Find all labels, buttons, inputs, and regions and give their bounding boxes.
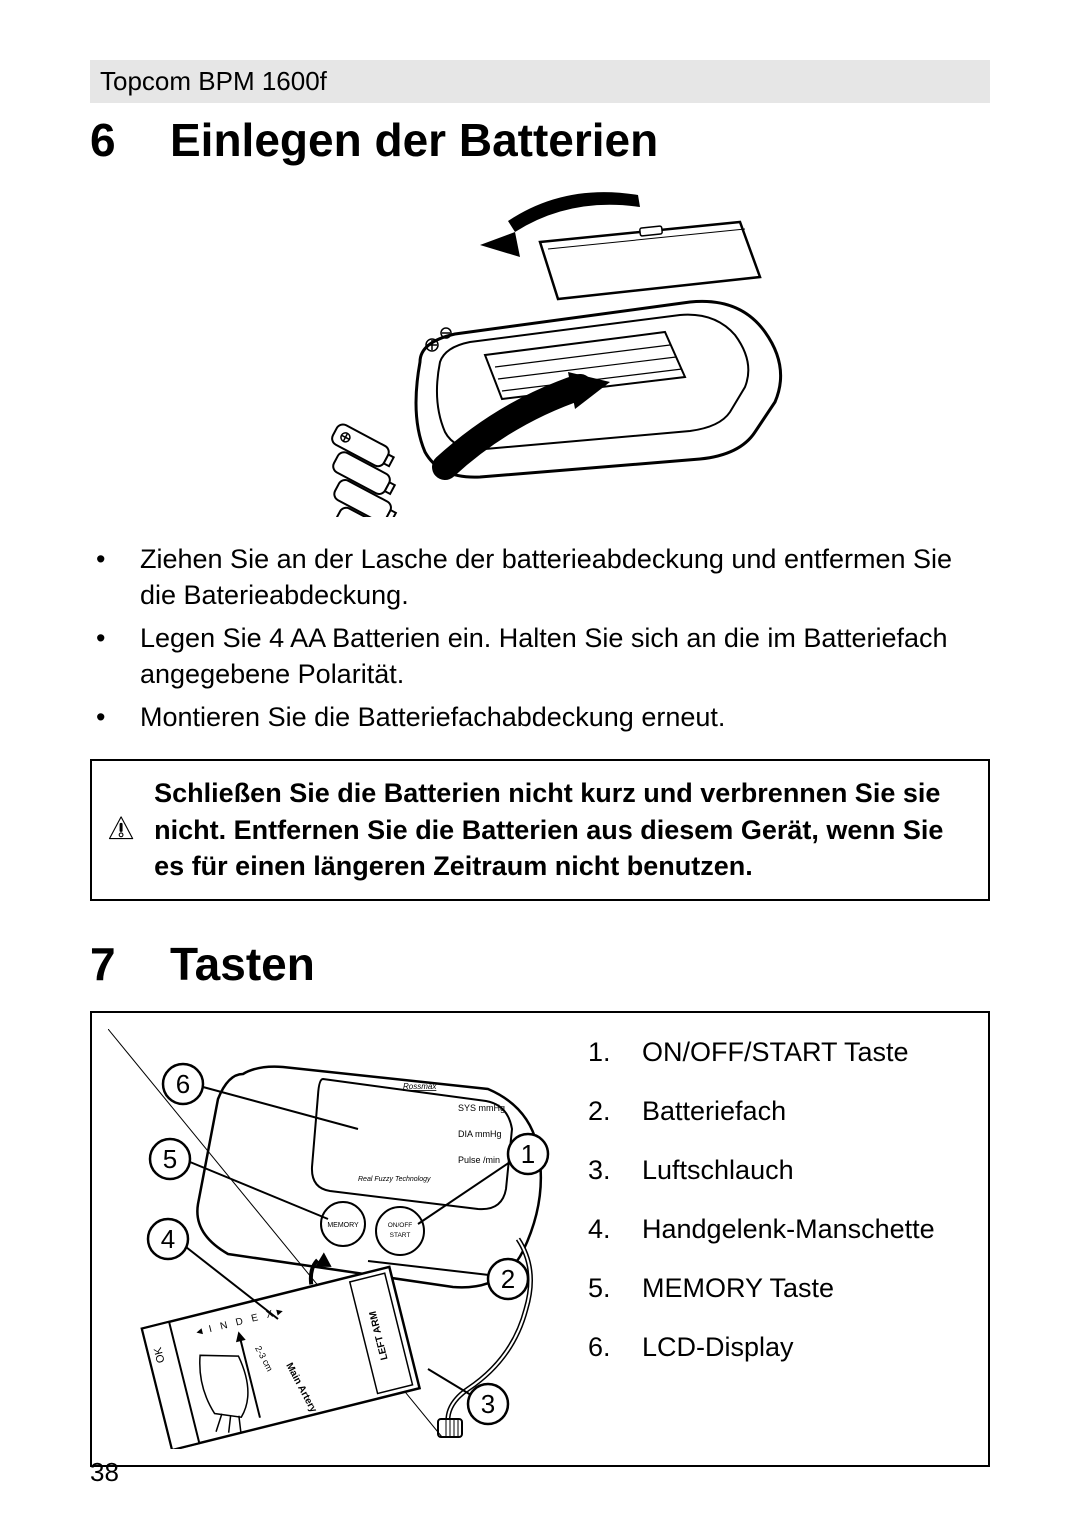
item-index: 3. [588,1153,622,1188]
battery-insert-illustration [270,187,810,517]
list-item: 4. Handgelenk-Manschette [588,1212,935,1247]
callout-label: 6 [176,1069,190,1099]
item-index: 5. [588,1271,622,1306]
item-index: 4. [588,1212,622,1247]
disp-label: DIA mmHg [458,1129,502,1139]
page-number: 38 [90,1457,119,1488]
callout-label: 5 [163,1144,177,1174]
callout-label: 4 [161,1224,175,1254]
bullet-text: Montieren Sie die Batteriefachabdeckung … [140,699,725,735]
bullet-text: Ziehen Sie an der Lasche der batterieabd… [140,541,990,614]
section6-title: Einlegen der Batterien [170,113,658,167]
item-label: Luftschlauch [642,1153,794,1188]
item-label: ON/OFF/START Taste [642,1035,909,1070]
callout-label: 2 [501,1264,515,1294]
bullet-text: Legen Sie 4 AA Batterien ein. Halten Sie… [140,620,990,693]
item-label: Handgelenk-Manschette [642,1212,935,1247]
bullet-dot: • [90,541,140,614]
warning-text: Schließen Sie die Batterien nicht kurz u… [154,775,972,884]
tasten-list: 1. ON/OFF/START Taste 2. Batteriefach 3. Lu… [588,1029,935,1449]
item-label: Batteriefach [642,1094,786,1129]
section6-bullets: •Ziehen Sie an der Lasche der batterieab… [90,541,990,735]
brand-text: Rossmax [403,1082,437,1091]
section6-number: 6 [90,113,130,167]
tasten-box: Rossmax SYS mmHg DIA mmHg Pulse /min Rea… [90,1011,990,1467]
bullet-dot: • [90,620,140,693]
bullet-dot: • [90,699,140,735]
model-text: Topcom BPM 1600f [100,66,327,96]
callout-label: 1 [521,1139,535,1169]
bullet-item: •Montieren Sie die Batteriefachabdeckung… [90,699,990,735]
section7-number: 7 [90,937,130,991]
page: Topcom BPM 1600f 6 Einlegen der Batterie… [0,0,1080,1528]
section6-heading: 6 Einlegen der Batterien [90,113,990,167]
item-label: MEMORY Taste [642,1271,834,1306]
item-index: 1. [588,1035,622,1070]
caution-icon [108,791,134,869]
warning-box: Schließen Sie die Batterien nicht kurz u… [90,759,990,900]
item-label: LCD-Display [642,1330,794,1365]
list-item: 5. MEMORY Taste [588,1271,935,1306]
section7-heading: 7 Tasten [90,937,990,991]
tech-text: Real Fuzzy Technology [358,1176,431,1183]
list-item: 2. Batteriefach [588,1094,935,1129]
disp-label: SYS mmHg [458,1103,505,1113]
callout-label: 3 [481,1389,495,1419]
bullet-item: •Ziehen Sie an der Lasche der batterieab… [90,541,990,614]
disp-label: Pulse /min [458,1155,500,1165]
btn-label: MEMORY [327,1222,359,1229]
item-index: 6. [588,1330,622,1365]
item-index: 2. [588,1094,622,1129]
btn-label: ON/OFF [388,1222,413,1229]
device-diagram: Rossmax SYS mmHg DIA mmHg Pulse /min Rea… [108,1029,568,1449]
battery-figure [90,187,990,517]
list-item: 6. LCD-Display [588,1330,935,1365]
header-model-bar: Topcom BPM 1600f [90,60,990,103]
list-item: 3. Luftschlauch [588,1153,935,1188]
bullet-item: •Legen Sie 4 AA Batterien ein. Halten Si… [90,620,990,693]
section7-title: Tasten [170,937,315,991]
list-item: 1. ON/OFF/START Taste [588,1035,935,1070]
btn-label: START [390,1232,411,1239]
device-figure: Rossmax SYS mmHg DIA mmHg Pulse /min Rea… [108,1029,568,1449]
